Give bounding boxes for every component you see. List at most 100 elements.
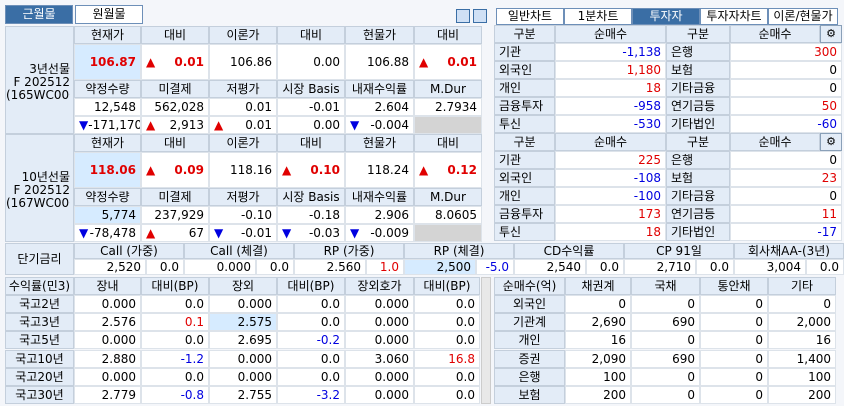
value-cell: 0.00: [277, 116, 345, 134]
value-cell: 11: [730, 205, 842, 223]
column-header: 순매수: [730, 25, 820, 43]
row-label: 은행: [494, 367, 565, 386]
value-cell: ▲ 0.01: [414, 44, 482, 80]
value-cell: 8.0605: [414, 206, 482, 224]
change-cell: 0.0: [696, 259, 734, 275]
column-header: 현재가: [74, 134, 141, 152]
value-cell: ▲ 0.09: [141, 152, 209, 188]
value-cell: 0.0: [141, 331, 209, 350]
row-label: 외국인: [494, 61, 555, 79]
value-cell: 2.7934: [414, 98, 482, 116]
column-header: RP (가중): [294, 243, 404, 259]
column-header: 저평가: [209, 80, 277, 98]
row-label: 국고2년: [5, 295, 74, 313]
column-header: 내재수익률: [345, 188, 414, 206]
value-cell: ▲ 0.01: [209, 116, 277, 134]
column-header: 장외호가: [345, 277, 414, 295]
arrow: ▼: [79, 118, 89, 132]
value-cell: 0.0: [414, 331, 480, 350]
row-label: 투신: [494, 115, 555, 133]
column-header: 대비: [141, 134, 209, 152]
tab[interactable]: 일반차트: [496, 8, 564, 25]
value-cell: 2,000: [768, 313, 836, 332]
row-label: 은행: [666, 151, 730, 169]
column-header: 현물가: [345, 26, 414, 44]
tab[interactable]: 이론/현물가: [768, 8, 838, 25]
tab[interactable]: 투자자: [632, 8, 700, 25]
value-cell: 1,400: [768, 349, 836, 368]
tab[interactable]: 근월물: [5, 5, 73, 24]
grid-icon[interactable]: [473, 9, 487, 23]
row-label: 단기금리: [5, 243, 74, 275]
value-cell: 2.604: [345, 98, 414, 116]
row-label: 보험: [666, 61, 730, 79]
value-cell: 0: [700, 349, 768, 368]
value-cell: 3.060: [345, 349, 414, 368]
column-header: 통안채: [700, 277, 768, 295]
chart-icon[interactable]: [456, 9, 470, 23]
label-line: 10년선물: [21, 171, 70, 184]
column-header: 구분: [494, 133, 555, 151]
arrow: ▲: [214, 118, 224, 132]
value-cell: 0.000: [74, 331, 141, 350]
value-cell: ▼ -0.004: [345, 116, 414, 134]
scrollbar[interactable]: [481, 277, 491, 404]
row-label: 증권: [494, 349, 565, 368]
label-line: F 202512: [13, 184, 70, 197]
value-cell: 0: [631, 331, 700, 350]
value-cell: 0.000: [209, 295, 277, 313]
tab[interactable]: 투자자차트: [700, 8, 768, 25]
settings-button[interactable]: ⚙: [820, 25, 842, 43]
value-cell: 0: [700, 367, 768, 386]
value-cell: 0.000: [209, 349, 277, 368]
value-cell: 18: [555, 223, 666, 241]
value-cell: 50: [730, 97, 842, 115]
value-cell: 0.000: [345, 331, 414, 350]
settings-button[interactable]: ⚙: [820, 133, 842, 151]
value-cell: 2.576: [74, 313, 141, 332]
value-cell: 0: [700, 386, 768, 404]
tab[interactable]: 원월물: [75, 5, 143, 24]
value-cell: 0.01: [209, 98, 277, 116]
value: 0.01: [447, 55, 477, 69]
column-header: 대비: [414, 134, 482, 152]
tab[interactable]: 1분차트: [564, 8, 632, 25]
change-cell: 0.0: [256, 259, 294, 275]
value-cell: 118.16: [209, 152, 277, 188]
value-cell: 200: [768, 386, 836, 404]
value-cell: 2,690: [565, 313, 631, 332]
value-cell: 16: [768, 331, 836, 350]
value-cell: 12,548: [74, 98, 141, 116]
row-label: 금융투자: [494, 97, 555, 115]
value-cell: -0.01: [277, 98, 345, 116]
arrow: ▲: [146, 226, 156, 240]
value-cell: 2,710: [624, 259, 696, 275]
column-header: 순매수: [730, 133, 820, 151]
column-header: 현재가: [74, 26, 141, 44]
column-header: 대비(BP): [414, 277, 480, 295]
row-label: 기관: [494, 151, 555, 169]
value-cell: 0.0: [277, 295, 345, 313]
value-cell: 0: [700, 313, 768, 332]
value-cell: 0.000: [74, 367, 141, 386]
value-cell: 5,774: [74, 206, 141, 224]
value-cell: 173: [555, 205, 666, 223]
value-cell: 23: [730, 169, 842, 187]
value-cell: -108: [555, 169, 666, 187]
arrow: ▲: [282, 163, 292, 177]
value-cell: 0: [700, 331, 768, 350]
value-cell: 0.000: [209, 367, 277, 386]
value-cell: ▲ 0.12: [414, 152, 482, 188]
column-header: 구분: [666, 133, 730, 151]
value-cell: 2.575: [209, 313, 277, 332]
row-label: 보험: [494, 386, 565, 404]
column-header: 수익률(민3): [5, 277, 74, 295]
value-cell: -958: [555, 97, 666, 115]
value-cell: ▲ 2,913: [141, 116, 209, 134]
value-cell: ▼ -0.01: [209, 224, 277, 242]
value-cell: 2.906: [345, 206, 414, 224]
column-header: 대비(BP): [141, 277, 209, 295]
